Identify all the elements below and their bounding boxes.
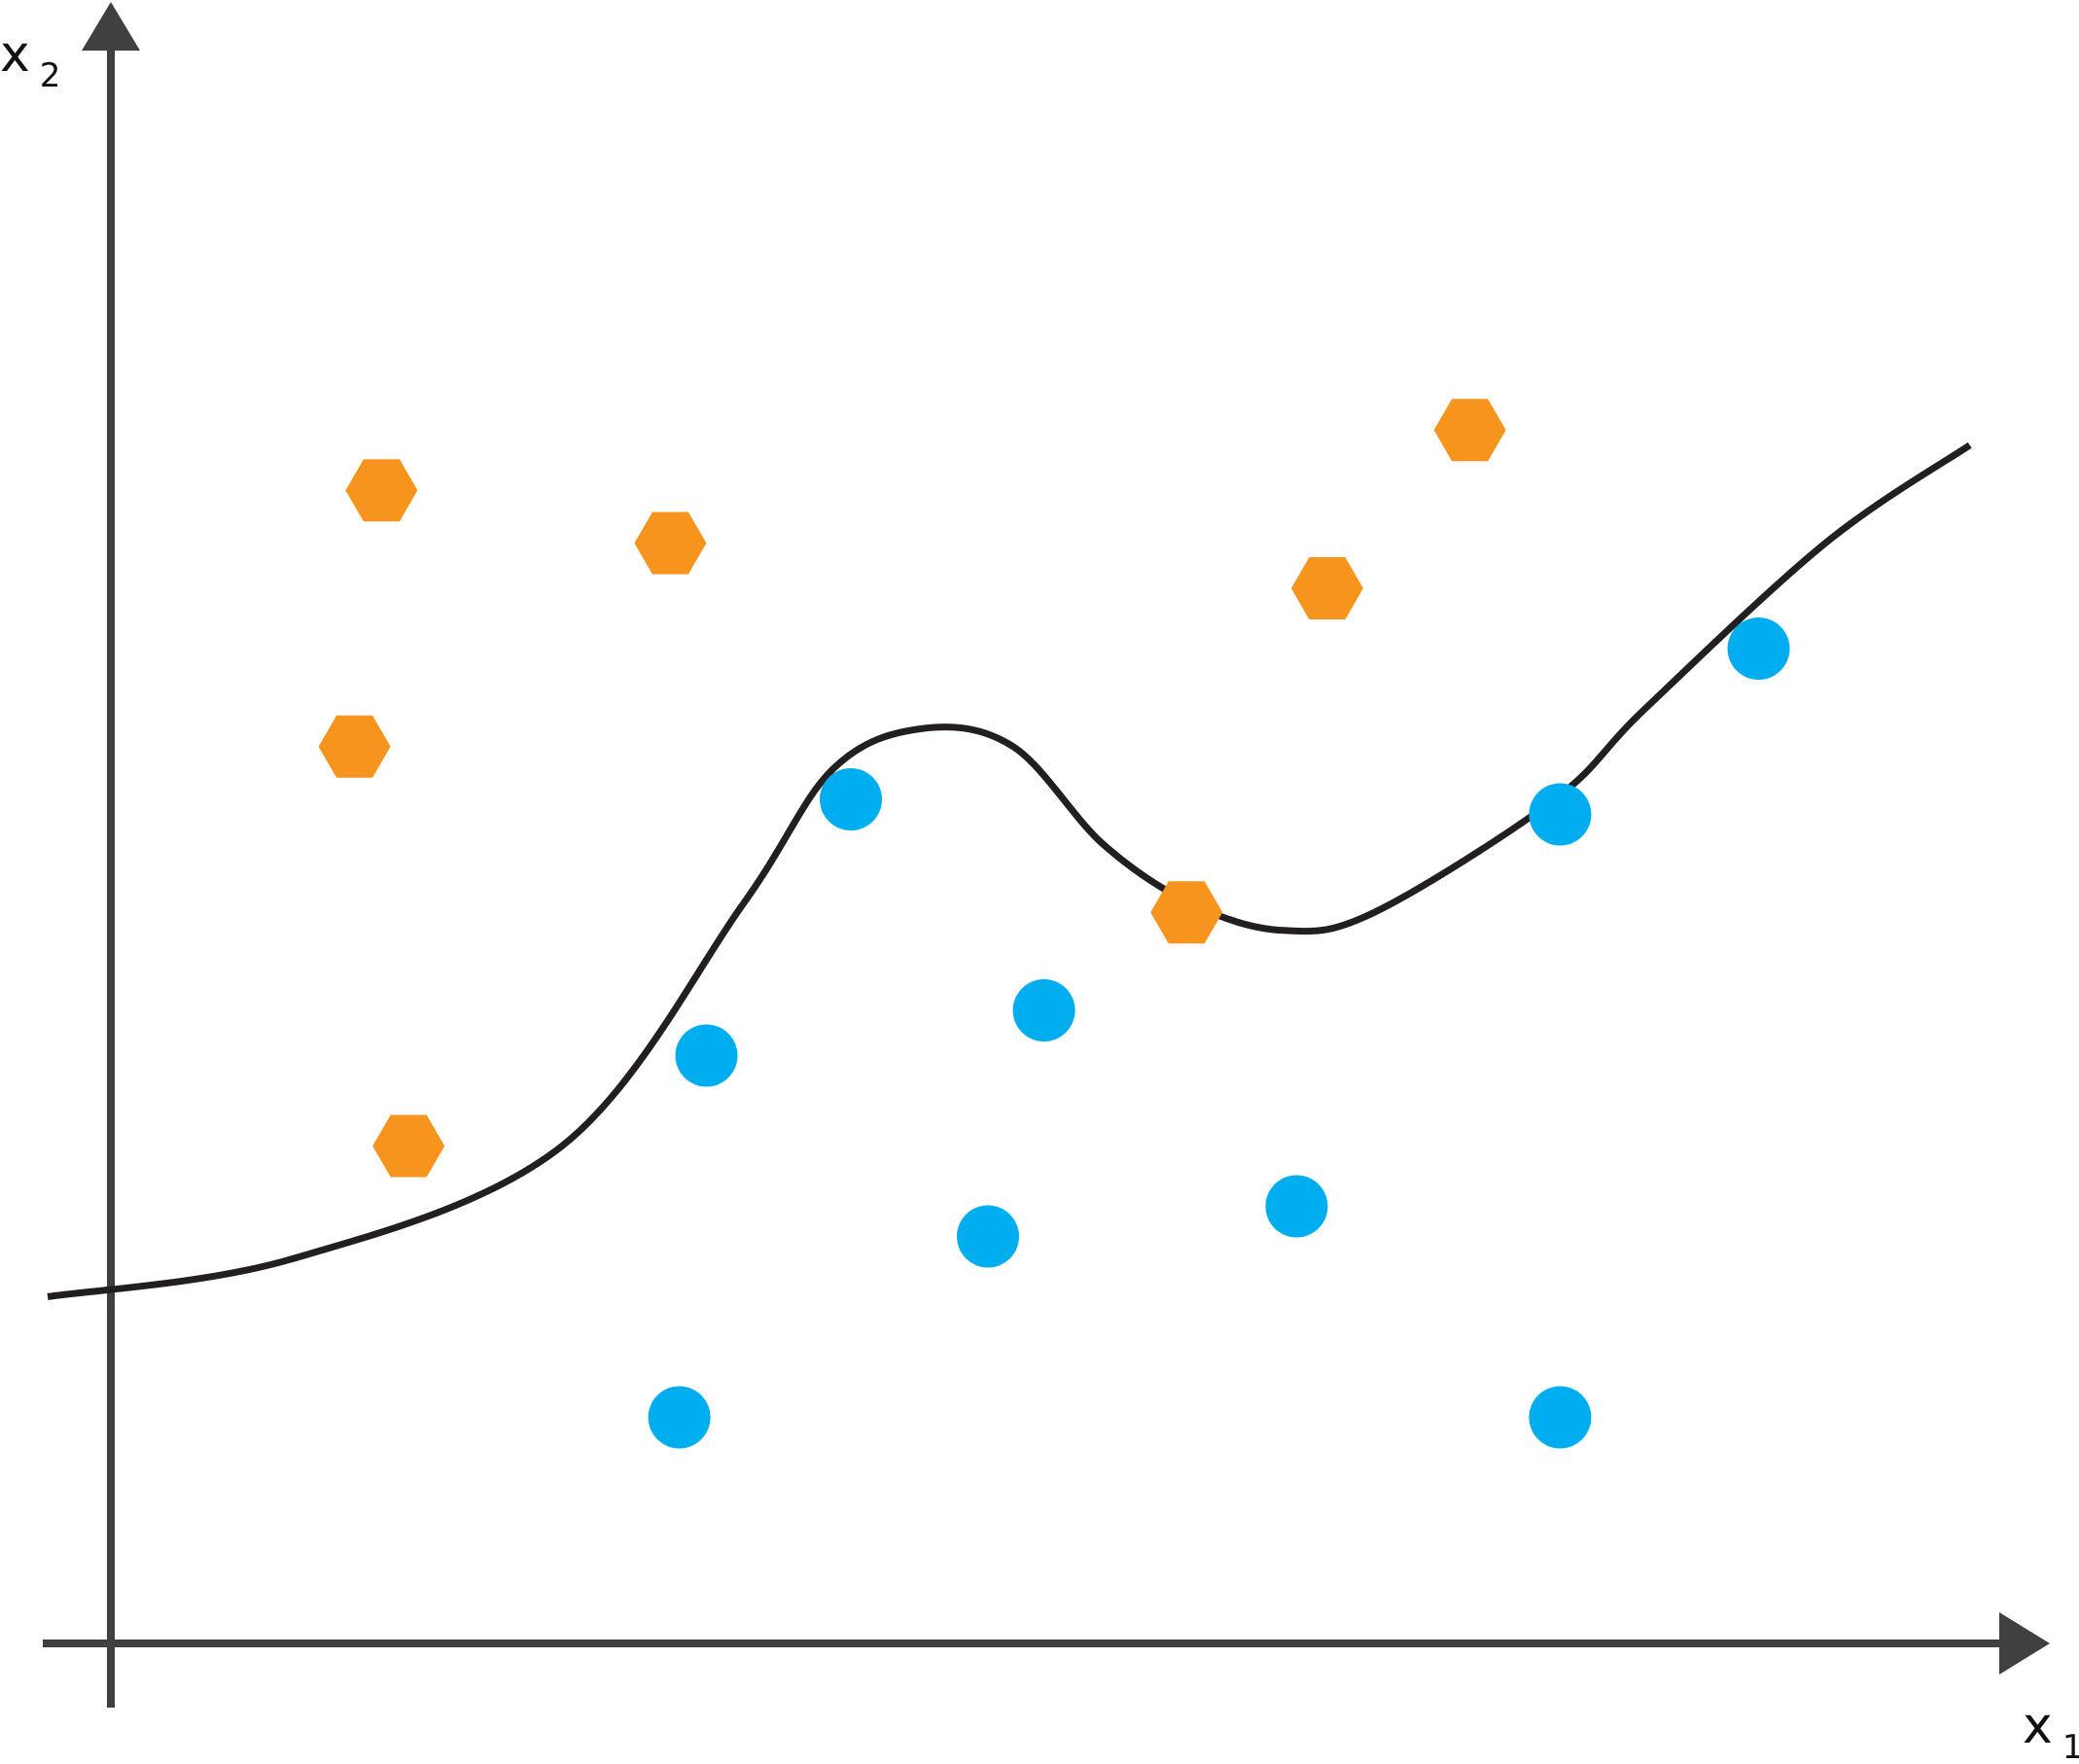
hexagon-point-2 <box>634 512 707 575</box>
circle-point-2 <box>820 768 882 830</box>
x-axis-arrowhead <box>1999 1612 2050 1675</box>
circle-point-8 <box>1727 617 1790 680</box>
hexagon-point-1 <box>345 459 418 522</box>
data-points <box>318 399 1790 1449</box>
y-axis-label-subscript: 2 <box>40 56 61 95</box>
circle-point-4 <box>957 1205 1019 1268</box>
circle-point-6 <box>648 1386 711 1449</box>
x-axis-label-subscript: 1 <box>2062 1728 2079 1759</box>
hexagon-point-6 <box>1290 557 1363 619</box>
decision-boundary-curve <box>47 441 1972 1300</box>
series-hexagon-points <box>318 399 1506 1178</box>
circle-point-3 <box>1012 979 1075 1041</box>
hexagon-point-4 <box>372 1114 445 1178</box>
series-circle-points <box>648 617 1790 1449</box>
y-axis-arrowhead <box>82 2 140 51</box>
circle-point-9 <box>1529 1386 1592 1449</box>
circle-point-5 <box>1265 1175 1328 1238</box>
hexagon-point-7 <box>1433 399 1506 462</box>
hexagon-point-5 <box>1150 881 1223 944</box>
circle-point-1 <box>675 1024 738 1087</box>
hexagon-point-3 <box>318 715 391 778</box>
circle-point-7 <box>1529 783 1592 846</box>
